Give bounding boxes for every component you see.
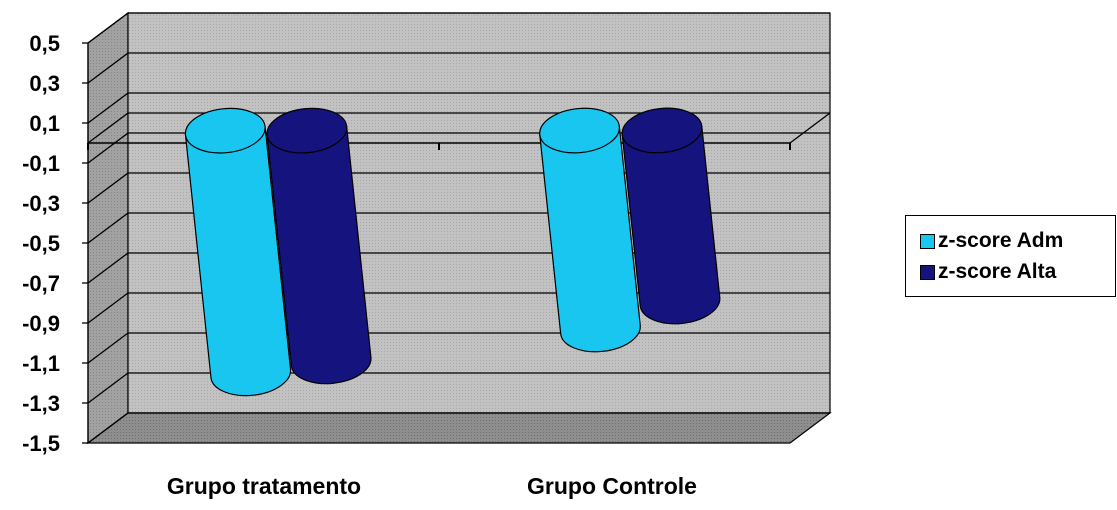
y-tick-label-0: 0,5 (29, 31, 60, 56)
gridline-9 (87, 372, 830, 404)
y-tick-label-5: -0,5 (22, 231, 60, 256)
y-tick-label-10: -1,5 (22, 431, 60, 456)
bar-top-0-1 (266, 107, 348, 154)
bar-0-1 (266, 107, 372, 385)
x-category-label-1: Grupo Controle (527, 473, 697, 499)
bar-body-1-0 (539, 125, 641, 353)
y-axis-tick-labels: 0,5 0,3 0,1 -0,1 -0,3 -0,5 -0,7 -0,9 -1,1 -1,3 -1,… (22, 31, 60, 456)
y-tick-label-4: -0,3 (22, 191, 60, 216)
gridline-2 (87, 92, 830, 124)
y-tick-label-9: -1,3 (22, 391, 60, 416)
y-tick-label-1: 0,3 (29, 71, 60, 96)
y-tick-label-8: -1,1 (22, 351, 60, 376)
bar-body-0-0 (184, 125, 292, 397)
bar-body-0-1 (266, 125, 372, 385)
bar-1-1 (621, 107, 721, 325)
legend-item-series-2: z-score Alta (920, 258, 1056, 286)
bar-top-1-0 (539, 107, 620, 154)
y-tick-label-7: -0,9 (22, 311, 60, 336)
y-tick-label-6: -0,7 (22, 271, 60, 296)
x-axis-category-labels: Grupo tratamento Grupo Controle (167, 473, 697, 499)
floor (86, 412, 832, 444)
gridline-10 (87, 412, 830, 444)
zero-plane-right-edge (789, 112, 831, 144)
legend-label-series-2: z-score Alta (938, 260, 1057, 283)
bars (184, 107, 721, 397)
legend-swatch-series-1 (920, 233, 935, 249)
x-category-label-0: Grupo tratamento (167, 473, 361, 499)
bar-0-0 (184, 107, 292, 397)
bar-body-1-1 (621, 125, 721, 325)
bar-top-0-0 (184, 107, 266, 154)
legend-item-series-1: z-score Adm (920, 227, 1063, 255)
y-tick-label-3: -0,1 (22, 151, 60, 176)
bar-1-0 (539, 107, 641, 353)
y-tick-label-2: 0,1 (29, 111, 60, 136)
legend-label-series-1: z-score Adm (938, 229, 1064, 252)
gridline-0 (87, 12, 830, 44)
legend-swatch-series-2 (920, 264, 935, 280)
bar-top-1-1 (621, 107, 703, 154)
legend: z-score Adm z-score Alta (905, 215, 1116, 297)
gridline-1 (87, 52, 830, 84)
